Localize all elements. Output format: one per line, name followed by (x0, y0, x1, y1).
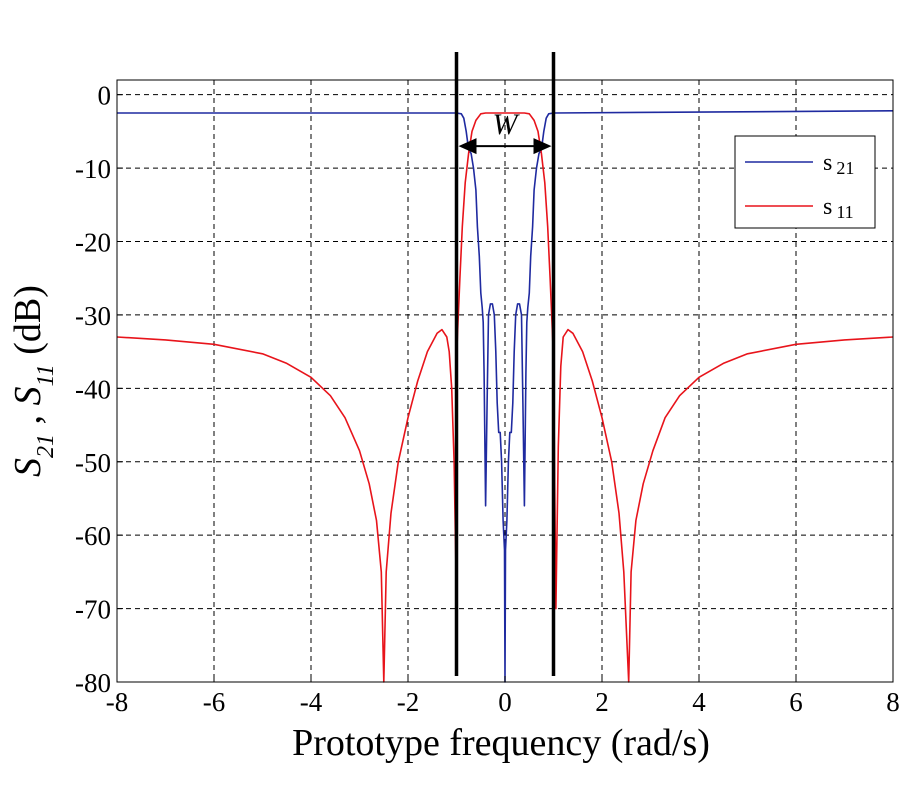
width-arrow-head-left (458, 138, 477, 155)
y-axis-label: S21 , S11 (dB) (7, 285, 59, 477)
y-tick-label: -30 (75, 301, 111, 331)
legend-label-21: s 21 (823, 150, 854, 178)
x-tick-label: 0 (498, 687, 512, 717)
width-arrow-head-right (533, 138, 552, 155)
y-tick-label: 0 (98, 81, 112, 111)
x-tick-label: -8 (106, 687, 129, 717)
annotation-layer: W (454, 52, 556, 676)
tick-labels: -8 -6 -4 -2 0 2 4 6 80-10-20-30-40-50-60-70-80 (75, 81, 900, 717)
x-axis-label: Prototype frequency (rad/s) (292, 722, 710, 764)
legend-box (734, 135, 876, 229)
y-tick-label: -10 (75, 154, 111, 184)
x-tick-label: 8 (886, 687, 900, 717)
legend: s 21 s 11 (734, 135, 876, 229)
width-label: W (493, 108, 521, 141)
axes-frame (116, 79, 894, 683)
y-tick-label: -70 (75, 595, 111, 625)
y-tick-label: -20 (75, 228, 111, 258)
x-tick-label: 4 (692, 687, 706, 717)
y-tick-label: -50 (75, 448, 111, 478)
y-tick-label: -80 (75, 668, 111, 698)
x-tick-label: 6 (789, 687, 803, 717)
x-tick-label: 2 (595, 687, 609, 717)
x-tick-label: -6 (203, 687, 226, 717)
series-line-s11 (116, 112, 894, 683)
y-tick-label: -40 (75, 374, 111, 404)
x-tick-label: -4 (300, 687, 323, 717)
y-tick-label: -60 (75, 521, 111, 551)
legend-label-11: s 11 (823, 194, 854, 222)
x-tick-label: -2 (397, 687, 420, 717)
